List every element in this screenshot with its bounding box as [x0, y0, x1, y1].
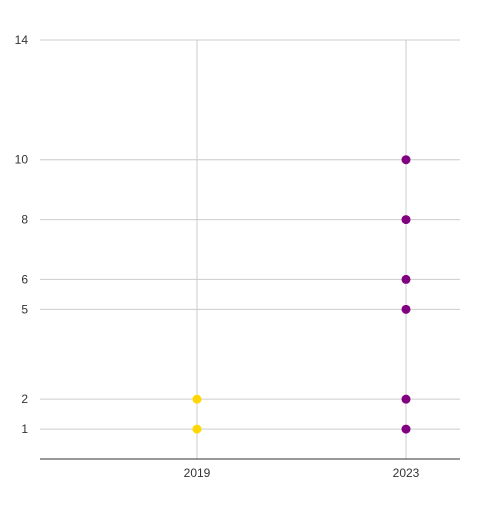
data-point [192, 424, 202, 434]
data-point [401, 304, 411, 314]
x-tick-label: 2023 [393, 466, 420, 480]
y-tick-label: 2 [21, 392, 28, 406]
points-layer [192, 155, 411, 434]
y-tick-label: 10 [15, 153, 29, 167]
axis-layer: 1 2 5 6 8 10 14 2019 2023 [15, 33, 460, 480]
data-point [401, 394, 411, 404]
y-tick-label: 1 [21, 422, 28, 436]
y-tick-label: 5 [21, 302, 28, 316]
data-point [401, 215, 411, 225]
data-point [401, 424, 411, 434]
data-point [192, 394, 202, 404]
grid-layer [40, 39, 460, 459]
y-tick-label: 8 [21, 213, 28, 227]
data-point [401, 274, 411, 284]
data-point [401, 155, 411, 165]
y-tick-label: 6 [21, 272, 28, 286]
x-tick-label: 2019 [184, 466, 211, 480]
y-tick-label: 14 [15, 33, 29, 47]
